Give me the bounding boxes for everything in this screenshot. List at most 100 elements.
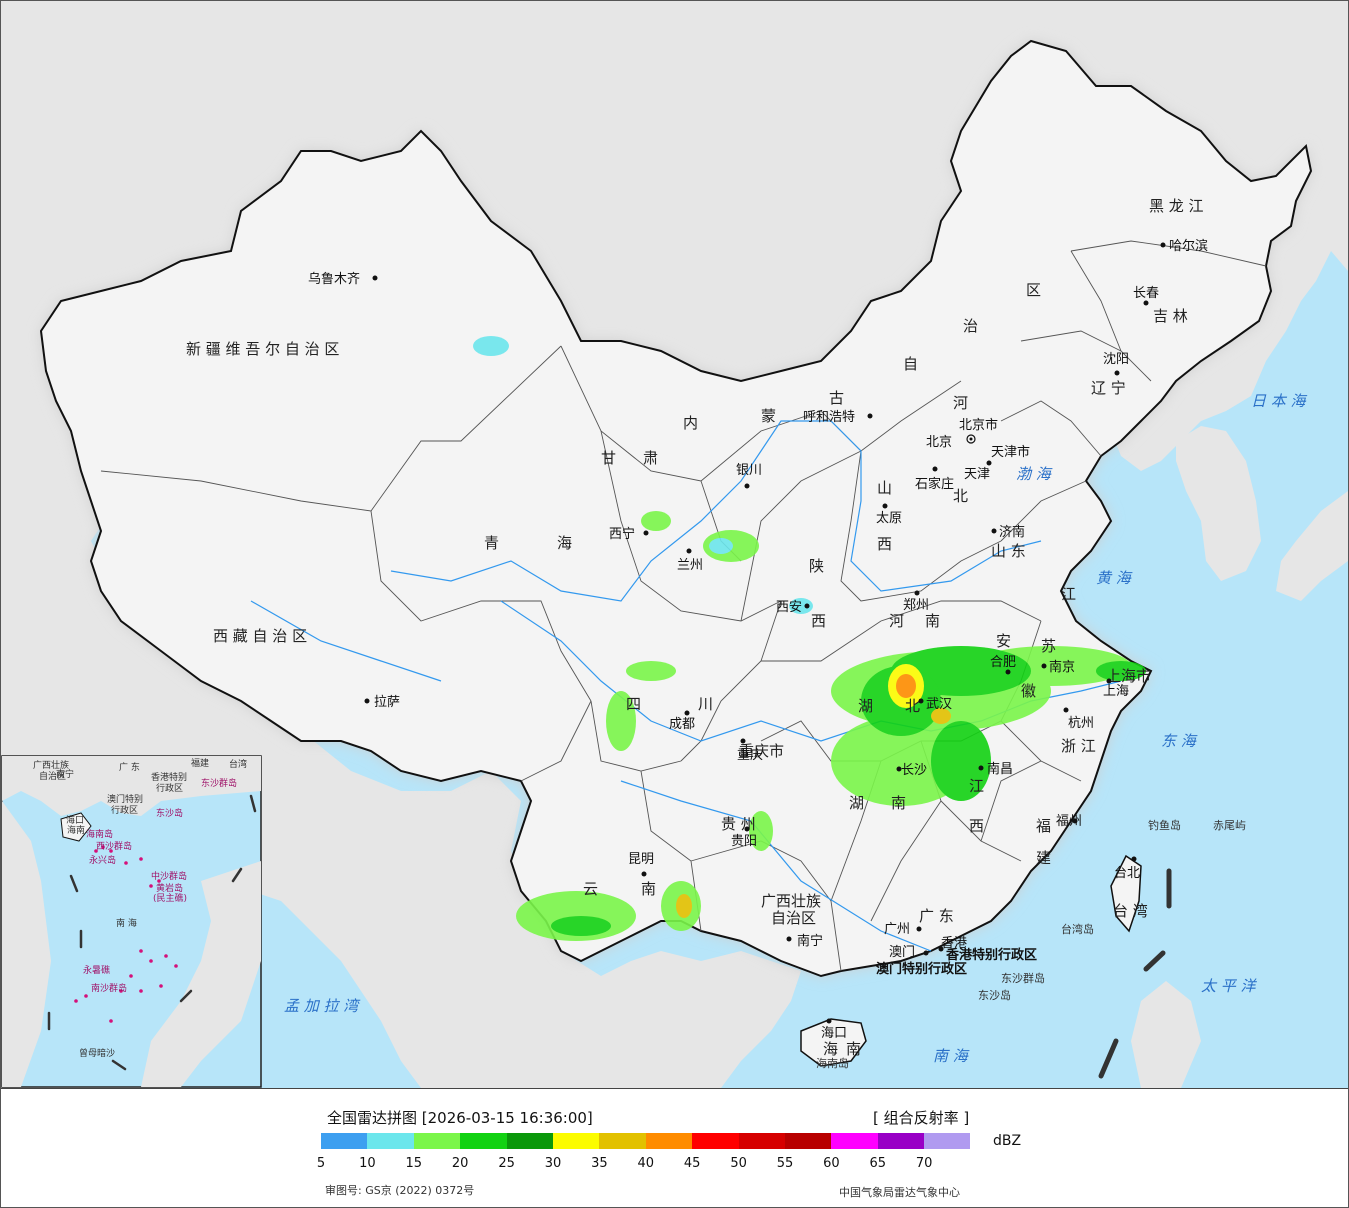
label-guangxi-2: 自治区 bbox=[771, 909, 816, 927]
label-taiwan: 台 湾 bbox=[1113, 902, 1148, 920]
inset-minzhu: (民主礁) bbox=[153, 892, 187, 904]
sea-huanghai: 黄 海 bbox=[1096, 569, 1133, 587]
city-lhasa: 拉萨 bbox=[374, 695, 400, 710]
city-shanghai: 上海 bbox=[1103, 684, 1129, 699]
label-sichuan-1: 四 bbox=[626, 695, 641, 713]
city-hangzhou: 杭州 bbox=[1068, 716, 1094, 731]
city-lanzhou: 兰州 bbox=[677, 558, 703, 573]
city-labels: 乌鲁木齐 拉萨 西宁 兰州 银川 呼和浩特 北京 天津 石家庄 太原 济南 郑州… bbox=[308, 238, 1208, 1041]
label-shanxi-2: 西 bbox=[877, 535, 892, 553]
color-scale-tick: 45 bbox=[683, 1156, 701, 1171]
inset-taiwan: 台湾 bbox=[229, 758, 247, 770]
inset-guangdong: 广 东 bbox=[119, 761, 140, 773]
province-boundaries bbox=[100, 240, 1267, 972]
sea-pacific: 太 平 洋 bbox=[1201, 977, 1258, 995]
label-guangdong: 广 东 bbox=[919, 907, 954, 925]
label-jiangsu-1: 江 bbox=[1061, 585, 1076, 603]
city-nanchang: 南昌 bbox=[987, 761, 1013, 777]
color-scale-tick: 20 bbox=[451, 1156, 469, 1171]
color-swatch bbox=[321, 1133, 368, 1149]
color-swatch bbox=[784, 1133, 832, 1149]
inset-yongxing: 永兴岛 bbox=[89, 854, 116, 866]
city-fuzhou: 福州 bbox=[1056, 814, 1082, 829]
label-xinjiang: 新 疆 维 吾 尔 自 治 区 bbox=[186, 340, 339, 358]
color-scale-tick: 10 bbox=[359, 1156, 376, 1171]
city-kunming: 昆明 bbox=[628, 852, 654, 867]
color-scale-tick: 30 bbox=[544, 1156, 562, 1171]
city-macau: 澳门 bbox=[889, 944, 915, 960]
city-haikou: 海口 bbox=[821, 1026, 847, 1041]
city-urumqi: 乌鲁木齐 bbox=[308, 271, 360, 287]
color-swatch bbox=[738, 1133, 785, 1149]
city-changchun: 长春 bbox=[1133, 286, 1159, 301]
inset-guangxi-1: 广西壮族 bbox=[33, 759, 69, 771]
city-yinchuan: 银川 bbox=[736, 463, 762, 478]
inset-hk-1: 香港特别 bbox=[151, 771, 187, 783]
label-nmg-1: 内 bbox=[683, 414, 698, 432]
color-swatch bbox=[645, 1133, 693, 1149]
label-anhui-1: 安 bbox=[996, 632, 1011, 650]
city-harbin: 哈尔滨 bbox=[1169, 238, 1208, 254]
label-anhui-2: 徽 bbox=[1021, 682, 1036, 700]
label-zhejiang: 浙 江 bbox=[1061, 737, 1096, 755]
city-guiyang: 贵阳 bbox=[731, 834, 757, 849]
inset-zhongsha: 中沙群岛 bbox=[151, 870, 187, 882]
island-dongsha-group: 东沙群岛 bbox=[1001, 971, 1045, 985]
inset-hainan: 海南 bbox=[67, 824, 85, 836]
color-scale-tick: 15 bbox=[405, 1156, 423, 1171]
label-hk-sar: 香港特别行政区 bbox=[945, 947, 1037, 963]
label-nmg-5: 治 bbox=[963, 317, 978, 335]
city-beijing: 北京 bbox=[926, 435, 952, 450]
label-hunan-1: 湖 bbox=[849, 794, 864, 812]
label-shaanxi-1: 陕 bbox=[809, 557, 824, 575]
color-swatch bbox=[599, 1133, 646, 1149]
color-scale-tick: 50 bbox=[730, 1156, 747, 1171]
label-macau-sar: 澳门特别行政区 bbox=[876, 961, 967, 977]
hainan-island bbox=[800, 1018, 867, 1067]
inset-nansha: 南沙群岛 bbox=[91, 982, 127, 994]
label-shanxi-1: 山 bbox=[877, 479, 892, 497]
label-hainan-1: 海 bbox=[823, 1040, 838, 1058]
south-china-sea-inset: 广西壮族 自治区 南宁 广 东 福建 台湾 香港特别 行政区 澳门特别 行政区 … bbox=[1, 755, 262, 1088]
label-hubei-2: 北 bbox=[905, 697, 920, 715]
label-heilongjiang: 黑 龙 江 bbox=[1149, 197, 1204, 215]
label-nmg-6: 区 bbox=[1026, 281, 1041, 299]
color-swatch bbox=[924, 1133, 971, 1149]
city-xian: 西安 bbox=[776, 600, 802, 615]
label-jiangxi-1: 江 bbox=[969, 777, 984, 795]
city-guangzhou: 广州 bbox=[884, 922, 910, 937]
inset-macau-1: 澳门特别 bbox=[107, 793, 143, 805]
unit-label: dBZ bbox=[993, 1133, 1022, 1149]
city-changsha: 长沙 bbox=[901, 763, 927, 778]
city-shijiazhuang: 石家庄 bbox=[915, 476, 954, 492]
label-hainan-2: 南 bbox=[846, 1040, 861, 1058]
label-jiangsu-2: 苏 bbox=[1041, 637, 1056, 655]
sea-bengal: 孟 加 拉 湾 bbox=[284, 997, 361, 1015]
label-yunnan-1: 云 bbox=[583, 880, 598, 898]
label-nmg-3: 古 bbox=[829, 389, 844, 407]
city-nanjing: 南京 bbox=[1049, 659, 1075, 675]
color-scale-tick: 35 bbox=[591, 1156, 608, 1171]
city-taipei: 台北 bbox=[1114, 866, 1140, 881]
city-hongkong: 香港 bbox=[941, 936, 967, 951]
inset-fujian: 福建 bbox=[191, 757, 209, 769]
label-fujian-1: 福 bbox=[1036, 817, 1051, 835]
label-liaoning: 辽 宁 bbox=[1091, 379, 1126, 397]
island-hainan: 海南岛 bbox=[816, 1056, 849, 1070]
inset-xisha: 西沙群岛 bbox=[96, 840, 132, 852]
label-hebei-1: 河 bbox=[953, 394, 968, 412]
label-henan-1: 河 bbox=[889, 612, 904, 630]
radar-mosaic-map[interactable]: 新 疆 维 吾 尔 自 治 区 西 藏 自 治 区 青 海 甘 肃 内 蒙 古 … bbox=[1, 1, 1348, 1088]
province-labels: 新 疆 维 吾 尔 自 治 区 西 藏 自 治 区 青 海 甘 肃 内 蒙 古 … bbox=[186, 197, 1204, 1058]
inset-nanhai: 南 海 bbox=[116, 917, 137, 929]
color-swatch bbox=[460, 1133, 507, 1149]
label-qinghai-1: 青 bbox=[484, 534, 499, 552]
inset-dongsha-group: 东沙群岛 bbox=[201, 777, 237, 789]
city-tianjin: 天津 bbox=[964, 467, 990, 482]
color-scale-tick: 25 bbox=[498, 1156, 515, 1171]
color-swatch bbox=[506, 1133, 553, 1149]
island-chiwei: 赤尾屿 bbox=[1213, 819, 1246, 832]
inset-haikou: 海口 bbox=[66, 814, 84, 826]
inset-macau-2: 行政区 bbox=[111, 804, 138, 816]
color-scale-tick: 55 bbox=[776, 1156, 794, 1171]
